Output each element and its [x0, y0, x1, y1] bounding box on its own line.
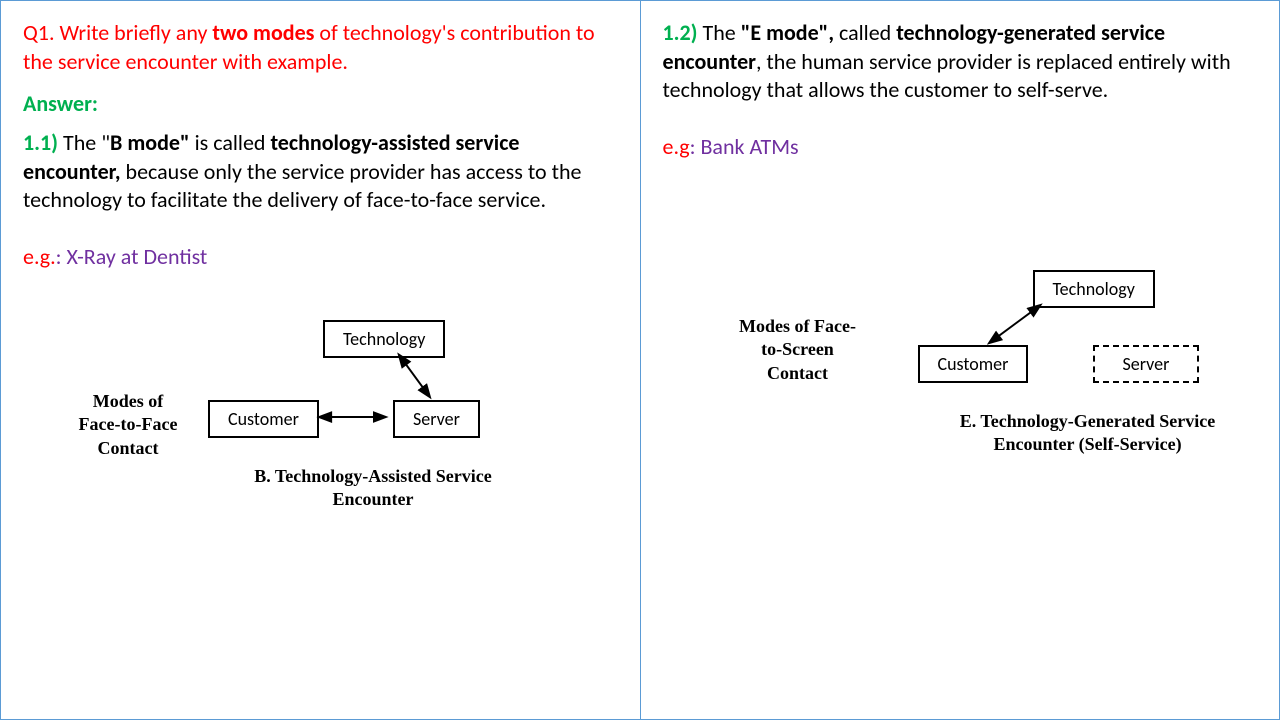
left-column: Q1. Write briefly any two modes of techn…	[1, 1, 641, 719]
tech-box: Technology	[323, 320, 445, 358]
mode-label-r: Modes of Face-to-Screen Contact	[733, 315, 863, 385]
server-box: Server	[393, 400, 480, 438]
p2-c: called	[839, 19, 896, 46]
page-container: Q1. Write briefly any two modes of techn…	[0, 0, 1280, 720]
customer-box-r: Customer	[918, 345, 1029, 383]
eg-text-r: : Bank ATMs	[690, 133, 799, 160]
server-box-r: Server	[1093, 345, 1200, 383]
mode-label: Modes of Face-to-Face Contact	[73, 390, 183, 460]
p1-num: 1.1)	[23, 129, 63, 156]
p1-b: B mode"	[110, 129, 195, 156]
arrows-svg-r	[663, 260, 1258, 520]
eg-label: e.g.	[23, 243, 56, 270]
diagram-caption: B. Technology-Assisted Service Encounter	[243, 465, 503, 512]
right-paragraph: 1.2) The "E mode", called technology-gen…	[663, 19, 1258, 105]
question-prefix: Q1. Write briefly any	[23, 19, 212, 46]
right-column: 1.2) The "E mode", called technology-gen…	[641, 1, 1280, 719]
left-example: e.g.: X-Ray at Dentist	[23, 243, 618, 270]
p1-a: The "	[63, 129, 110, 156]
p2-num: 1.2)	[663, 19, 703, 46]
p1-c: is called	[195, 129, 271, 156]
right-diagram: Modes of Face-to-Screen Contact Technolo…	[663, 260, 1258, 520]
left-paragraph: 1.1) The "B mode" is called technology-a…	[23, 129, 618, 215]
question-bold: two modes	[212, 19, 319, 46]
diagram-caption-r: E. Technology-Generated Service Encounte…	[933, 410, 1243, 457]
right-example: e.g: Bank ATMs	[663, 133, 1258, 160]
tech-box-r: Technology	[1033, 270, 1155, 308]
question-text: Q1. Write briefly any two modes of techn…	[23, 19, 618, 76]
customer-box: Customer	[208, 400, 319, 438]
answer-label: Answer:	[23, 90, 618, 117]
eg-label-r: e.g	[663, 133, 690, 160]
p2-b: "E mode",	[741, 19, 839, 46]
eg-text: : X-Ray at Dentist	[56, 243, 208, 270]
p2-a: The	[703, 19, 741, 46]
left-diagram: Modes of Face-to-Face Contact Technology…	[23, 290, 618, 550]
